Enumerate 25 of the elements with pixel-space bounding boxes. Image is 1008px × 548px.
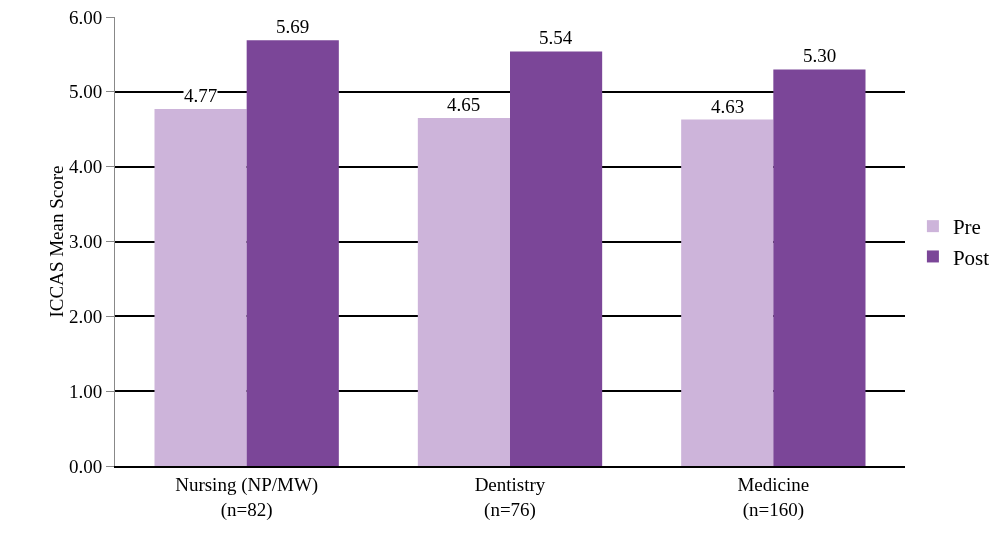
data-label: 4.77 xyxy=(184,85,218,106)
y-tick-label: 6.00 xyxy=(68,6,103,28)
data-label: 4.63 xyxy=(711,96,745,117)
legend-label: Pre xyxy=(952,215,981,240)
y-tick-label: 0.00 xyxy=(68,455,103,477)
data-label: 5.69 xyxy=(276,16,310,37)
y-axis-title: ICCAS Mean Score xyxy=(45,165,67,318)
bar xyxy=(154,109,247,466)
y-tick-label: 2.00 xyxy=(68,305,103,327)
y-tick-label: 4.00 xyxy=(68,156,103,178)
x-tick-label: Nursing (NP/MW) (n=82) xyxy=(175,473,319,521)
data-label: 4.65 xyxy=(447,94,481,115)
x-tick-label: Dentistry (n=76) xyxy=(474,473,546,521)
data-label: 5.30 xyxy=(803,45,837,66)
bar xyxy=(681,119,774,466)
bar xyxy=(246,40,339,466)
legend-label: Post xyxy=(952,245,990,270)
y-tick-label: 1.00 xyxy=(68,380,103,402)
y-tick-label: 3.00 xyxy=(68,231,103,253)
x-tick-label: Medicine (n=160) xyxy=(737,473,810,521)
y-tick-label: 5.00 xyxy=(68,81,103,103)
bar xyxy=(510,51,603,466)
bar xyxy=(773,69,866,466)
bar xyxy=(417,118,510,466)
data-label: 5.54 xyxy=(539,27,573,48)
